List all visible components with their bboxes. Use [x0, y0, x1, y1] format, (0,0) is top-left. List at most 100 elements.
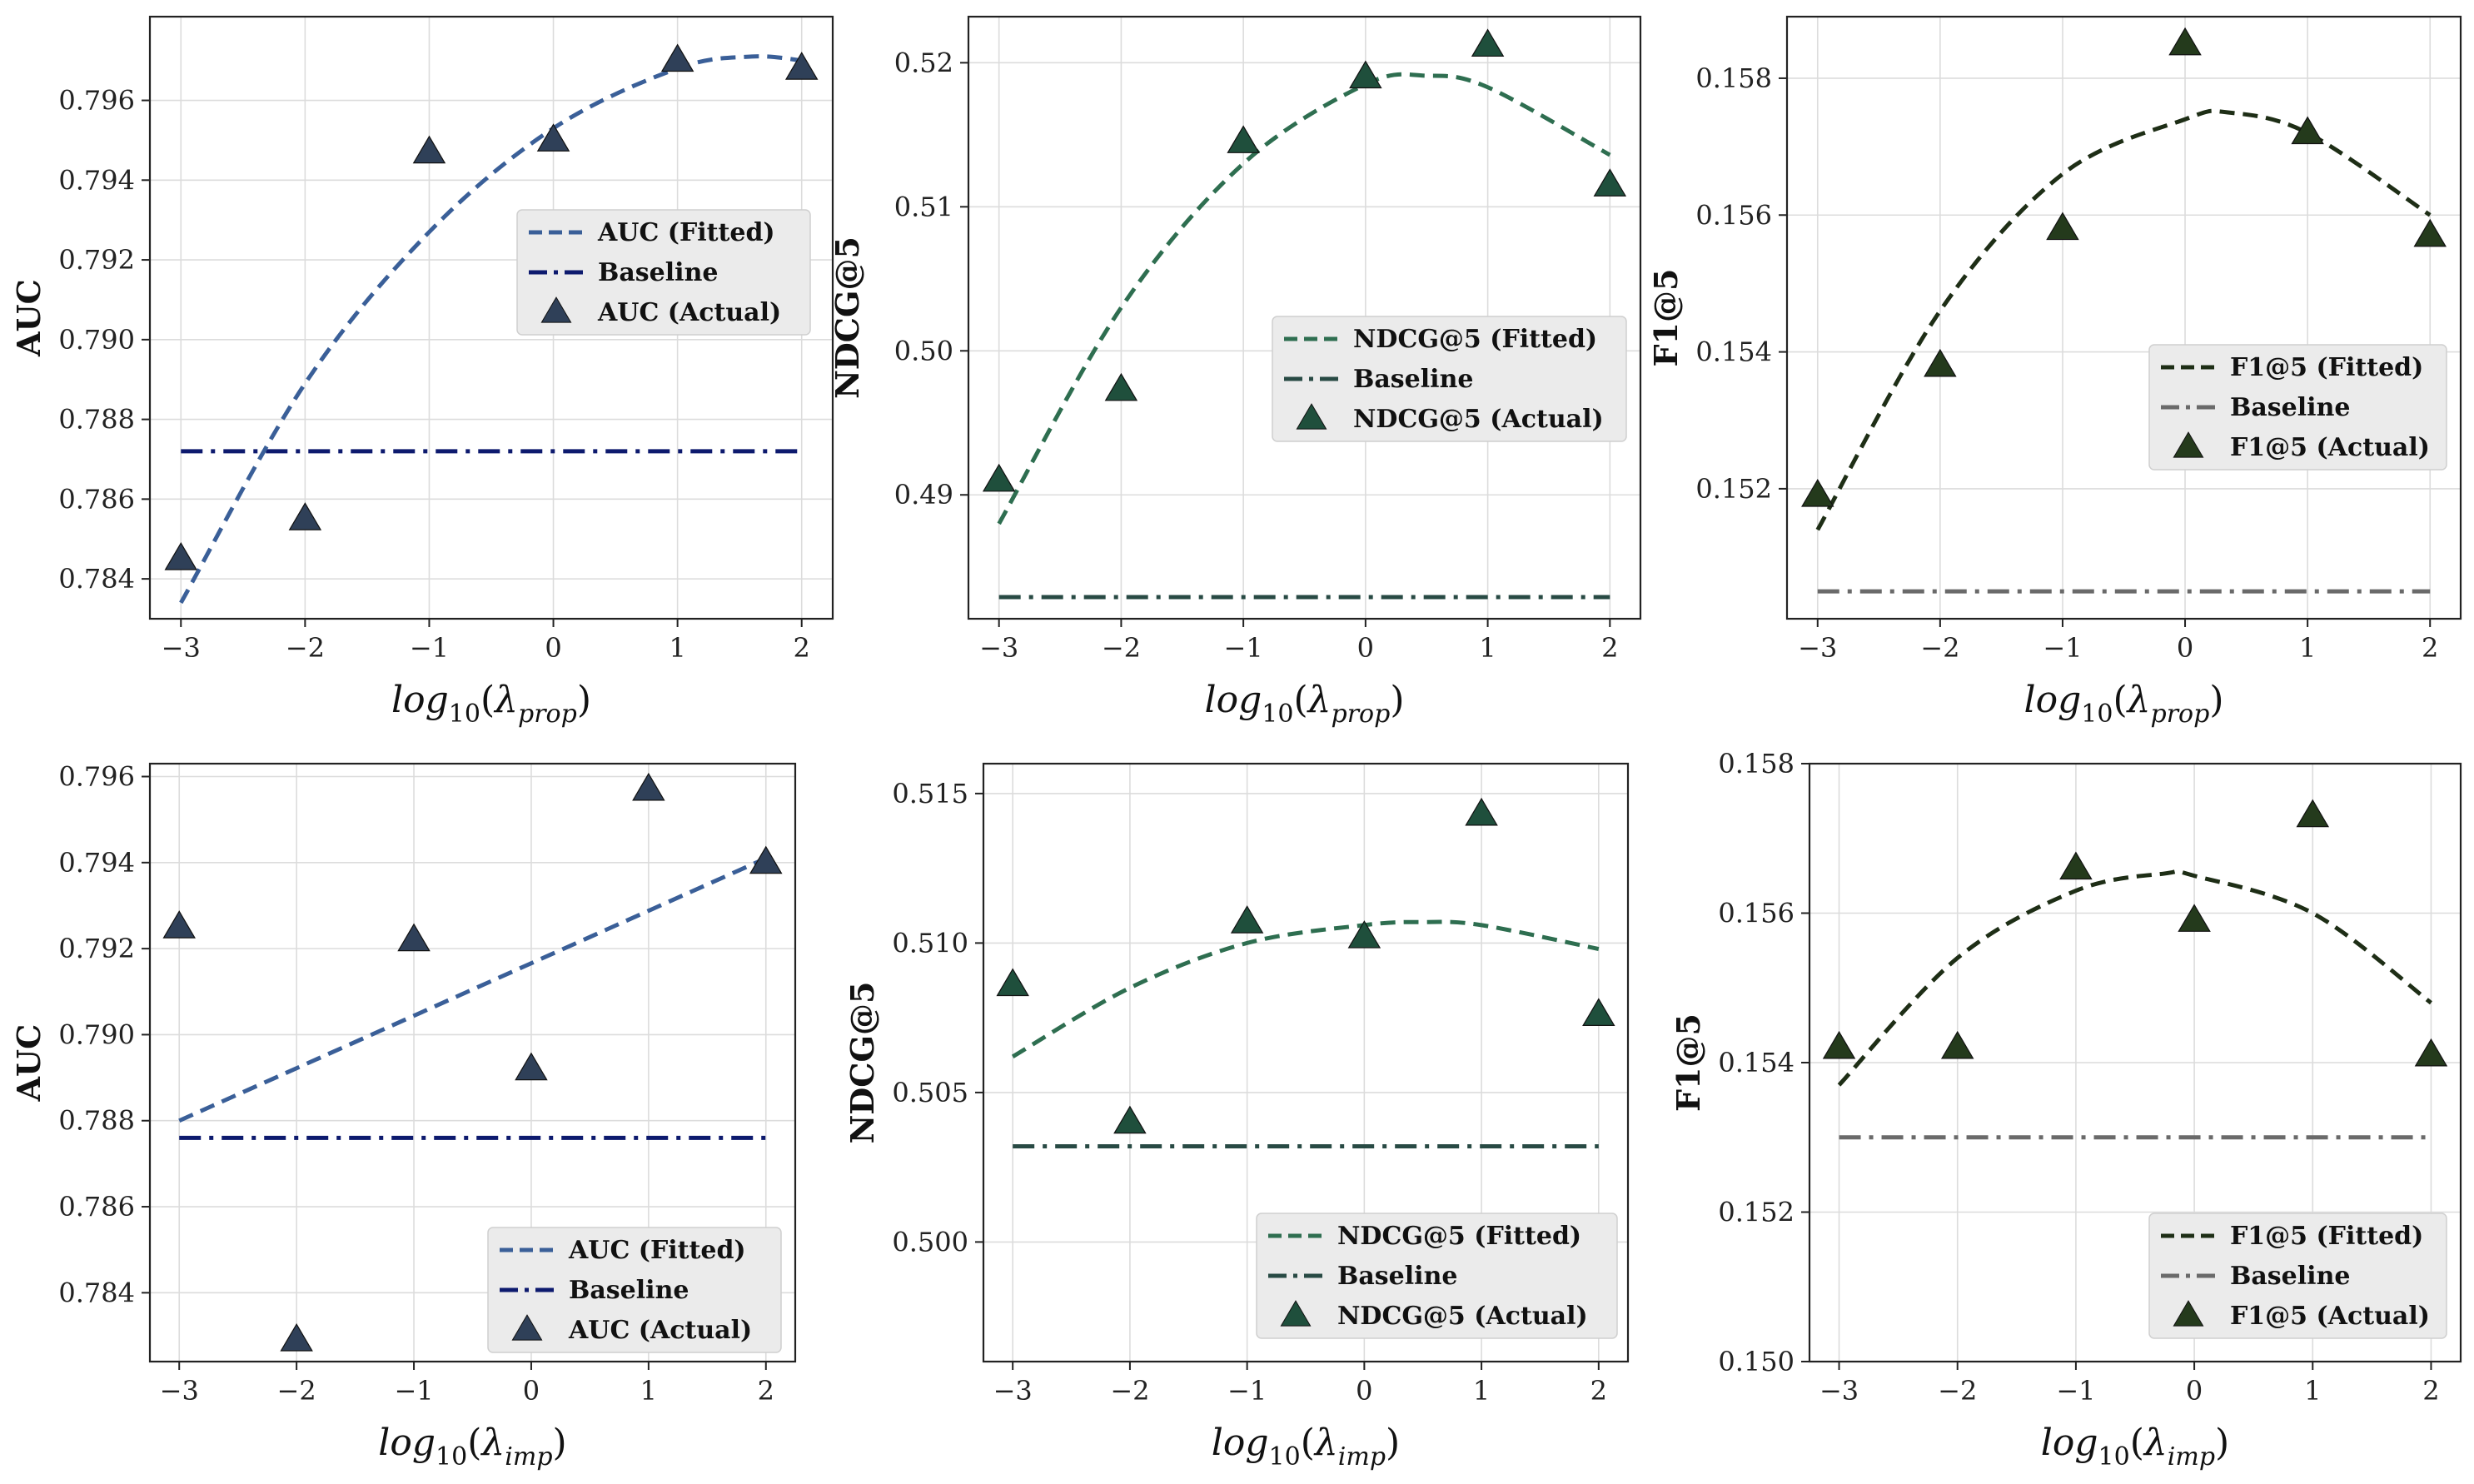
- y-tick-label: 0.52: [894, 47, 953, 78]
- fitted-curve: [1837, 869, 2432, 1087]
- x-tick-label: 1: [1473, 1375, 1490, 1407]
- chart-panel-4: −3 −2 −1 0 1 2 0.784 0.786 0.788 0.790 0.792 0.794 0…: [10, 760, 797, 1472]
- y-tick-label: 0.794: [58, 164, 135, 196]
- x-tick-label: 1: [2299, 632, 2316, 664]
- x-axis-label: log10(λprop): [391, 679, 591, 729]
- x-tick-label: −1: [410, 632, 449, 664]
- y-tick-label: 0.792: [58, 244, 135, 276]
- legend-box: [1272, 316, 1627, 442]
- x-tick-label: −2: [1102, 632, 1141, 664]
- y-tick-label: 0.510: [892, 927, 968, 959]
- y-tick-label: 0.152: [1718, 1197, 1795, 1228]
- x-tick-label: 0: [523, 1375, 540, 1407]
- actual-point: [660, 43, 694, 72]
- actual-point: [2296, 799, 2330, 828]
- actual-point: [2168, 27, 2202, 56]
- actual-point: [1822, 1030, 1856, 1059]
- fitted-curve: [178, 856, 767, 1123]
- axes-frame: [1785, 15, 2462, 620]
- actual-point: [1465, 797, 1498, 826]
- y-tick-label: 0.50: [894, 335, 953, 366]
- chart-panel-1: −3 −2 −1 0 1 2 0.784 0.786 0.788 0.790 0.792 0.794 0…: [10, 15, 834, 729]
- actual-point: [280, 1323, 313, 1352]
- actual-point: [1347, 920, 1381, 949]
- x-tick-label: −3: [993, 1375, 1033, 1407]
- legend: F1@5 (Fitted) Baseline F1@5 (Actual): [2148, 1213, 2447, 1339]
- actual-point: [749, 845, 783, 874]
- legend-actual-swatch: [511, 1314, 543, 1341]
- y-tick-label: 0.515: [892, 778, 968, 809]
- y-tick-label: 0.51: [894, 191, 953, 222]
- legend-actual-swatch: [2173, 1300, 2204, 1327]
- plot-area: [1815, 108, 2432, 594]
- y-axis-label: NDCG@5: [844, 982, 881, 1144]
- plot-area: [1837, 869, 2432, 1140]
- actual-point: [1113, 1105, 1147, 1134]
- x-axis-label: log10(λimp): [378, 1422, 566, 1472]
- x-tick-label: 1: [640, 1375, 657, 1407]
- x-axis-label: log10(λimp): [2041, 1422, 2229, 1472]
- actual-point: [2178, 904, 2211, 932]
- legend-fitted-label: F1@5 (Fitted): [2230, 353, 2423, 382]
- x-tick-label: −3: [979, 632, 1018, 664]
- legend-actual-label: NDCG@5 (Actual): [1337, 1302, 1588, 1331]
- y-tick-label: 0.150: [1718, 1346, 1795, 1377]
- legend-baseline-label: Baseline: [2230, 393, 2350, 422]
- x-tick-label: −2: [1938, 1375, 1977, 1407]
- y-tick-label: 0.156: [1695, 199, 1772, 231]
- y-tick-label: 0.796: [58, 760, 135, 792]
- x-tick-label: −1: [1227, 1375, 1267, 1407]
- actual-point: [2291, 116, 2324, 145]
- actual-point: [1104, 372, 1138, 401]
- legend-actual-label: F1@5 (Actual): [2230, 1302, 2430, 1331]
- chart-panel-2: −3 −2 −1 0 1 2 0.49 0.50 0.51 0.52 NDCG@5 log10(λpr…: [829, 15, 1642, 729]
- actual-point: [632, 772, 665, 801]
- legend-fitted-label: AUC (Fitted): [568, 1236, 746, 1265]
- legend-box: [516, 209, 811, 336]
- legend-actual-label: F1@5 (Actual): [2230, 433, 2430, 462]
- actual-point: [1227, 125, 1260, 153]
- x-tick-label: 2: [1601, 632, 1618, 664]
- x-tick-label: −1: [394, 1375, 433, 1407]
- y-axis-label: NDCG@5: [829, 237, 866, 399]
- actual-point: [2046, 212, 2079, 241]
- actual-point: [1230, 905, 1264, 934]
- y-axis-label: F1@5: [1647, 269, 1685, 367]
- legend-fitted-label: NDCG@5 (Fitted): [1337, 1222, 1581, 1251]
- legend-baseline-label: Baseline: [598, 258, 718, 287]
- fitted-curve: [997, 72, 1611, 525]
- y-tick-label: 0.500: [892, 1226, 968, 1257]
- chart-panel-6: −3 −2 −1 0 1 2 0.150 0.152 0.154 0.156 0.158 F1@5 lo…: [1670, 748, 2462, 1472]
- y-tick-label: 0.796: [58, 85, 135, 117]
- x-tick-label: 2: [2422, 632, 2438, 664]
- actual-point: [982, 463, 1016, 492]
- y-tick-label: 0.794: [58, 847, 135, 879]
- legend-fitted-label: NDCG@5 (Fitted): [1353, 325, 1597, 354]
- y-tick-label: 0.792: [58, 933, 135, 964]
- x-tick-label: −3: [162, 632, 201, 664]
- x-tick-label: 1: [1479, 632, 1496, 664]
- legend: AUC (Fitted) Baseline AUC (Actual): [487, 1227, 782, 1353]
- x-tick-label: −2: [286, 632, 325, 664]
- y-tick-label: 0.49: [894, 479, 953, 510]
- fitted-curve: [1815, 108, 2432, 531]
- legend-actual-swatch: [1280, 1300, 1312, 1327]
- legend-actual-label: NDCG@5 (Actual): [1353, 405, 1604, 434]
- x-axis-label: log10(λprop): [2024, 679, 2224, 729]
- x-tick-label: 0: [2186, 1375, 2203, 1407]
- x-axis-label: log10(λimp): [1212, 1422, 1400, 1472]
- actual-point: [1593, 168, 1627, 197]
- legend-baseline-label: Baseline: [1337, 1262, 1457, 1291]
- x-tick-label: 2: [2422, 1375, 2439, 1407]
- plot-area: [997, 72, 1611, 600]
- x-tick-label: 0: [545, 632, 561, 664]
- axes-frame: [982, 762, 1630, 1363]
- actual-point: [996, 968, 1029, 997]
- x-tick-label: −2: [277, 1375, 316, 1407]
- y-tick-label: 0.152: [1695, 473, 1772, 505]
- x-tick-label: 1: [2304, 1375, 2321, 1407]
- axes-frame: [148, 762, 797, 1363]
- y-tick-label: 0.790: [58, 324, 135, 356]
- x-tick-label: −2: [1920, 632, 1959, 664]
- x-tick-label: −3: [1819, 1375, 1859, 1407]
